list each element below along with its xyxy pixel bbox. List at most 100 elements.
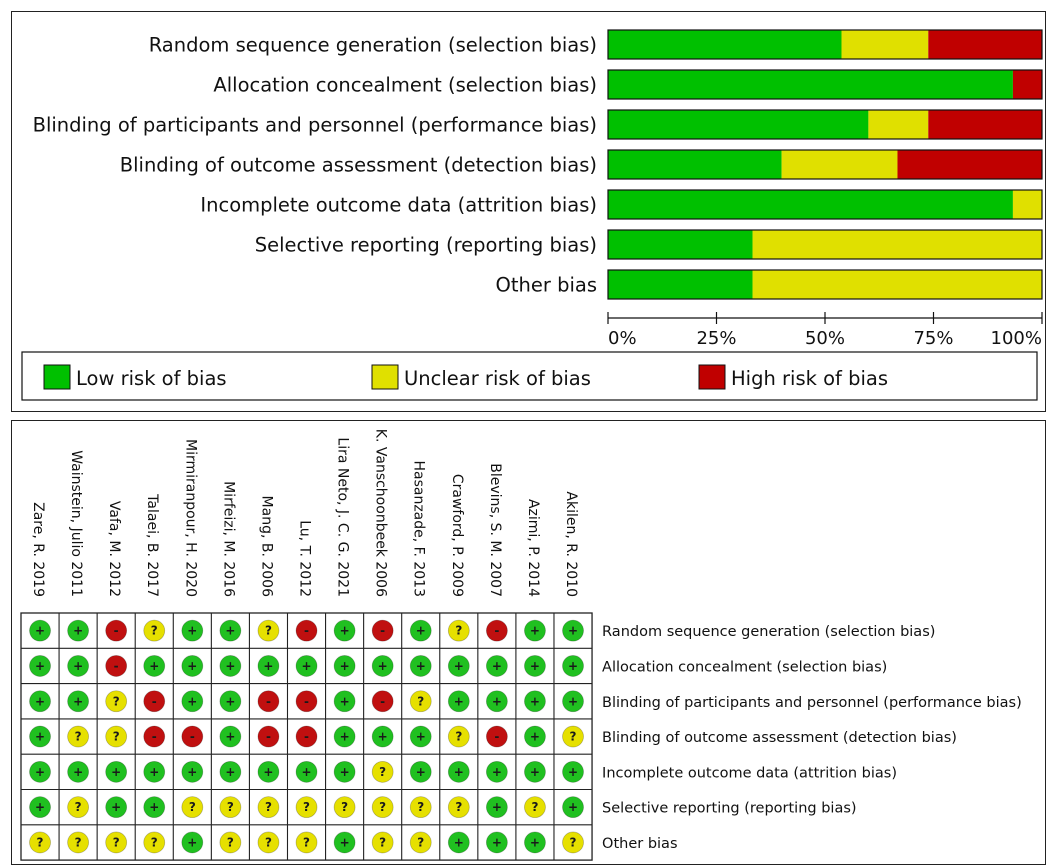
low-risk-icon: + [562, 760, 584, 783]
judgement-circle [257, 655, 280, 677]
judgement-circle [67, 796, 90, 819]
category-label: Incomplete outcome data (attrition bias) [200, 194, 597, 217]
judgement-circle [29, 796, 51, 819]
study-label: Blevins, S. M. 2007 [487, 463, 503, 597]
judgement-symbol: - [114, 624, 119, 638]
judgement-symbol: + [378, 659, 388, 673]
judgement-circle [333, 725, 356, 748]
judgement-symbol: ? [379, 835, 386, 849]
study-label: Vafa, M. 2012 [106, 501, 122, 597]
unclear-risk-icon: ? [257, 831, 280, 854]
low-risk-icon: + [333, 725, 356, 748]
study-label: K. Vanschoonbeek 2006 [373, 429, 389, 597]
judgement-circle [219, 690, 242, 713]
high-risk-icon: - [485, 725, 508, 748]
risk-of-bias-summary: Zare, R. 2019 Wainstein, Julio 2011 Vafa, … [11, 420, 1046, 865]
low-risk-icon: + [447, 690, 470, 713]
judgement-circle [485, 619, 508, 642]
bar-segment-low [608, 270, 753, 299]
domain-label: Random sequence generation (selection bi… [602, 624, 935, 640]
judgement-symbol: + [492, 694, 502, 708]
category-label: Blinding of participants and personnel (… [33, 114, 597, 137]
unclear-risk-icon: ? [409, 690, 432, 713]
judgement-symbol: + [454, 694, 464, 708]
unclear-risk-icon: ? [562, 831, 584, 854]
low-risk-icon: + [29, 655, 51, 677]
judgement-circle [333, 655, 356, 677]
legend-box [21, 351, 1038, 401]
legend-label: Unclear risk of bias [404, 367, 591, 390]
unclear-risk-icon: ? [409, 831, 432, 854]
unclear-risk-icon: ? [295, 831, 318, 854]
low-risk-icon: + [562, 690, 584, 713]
judgement-circle [371, 831, 394, 854]
low-risk-icon: + [143, 760, 166, 783]
judgement-symbol: ? [113, 835, 120, 849]
category-label: Random sequence generation (selection bi… [149, 34, 597, 57]
judgement-circle [295, 690, 318, 713]
judgement-circle [67, 619, 90, 642]
low-risk-icon: + [29, 796, 51, 819]
judgement-symbol: + [530, 835, 540, 849]
risk-of-bias-graph: Random sequence generation (selection bi… [11, 11, 1046, 412]
judgement-symbol: ? [379, 800, 386, 814]
judgement-circle [143, 690, 166, 713]
judgement-circle [333, 760, 356, 783]
judgement-symbol: + [301, 765, 311, 779]
high-risk-icon: - [295, 725, 318, 748]
judgement-symbol: + [149, 800, 159, 814]
low-risk-icon: + [181, 760, 204, 783]
judgement-circle [295, 619, 318, 642]
bar-outline [607, 269, 1043, 300]
judgement-symbol: + [225, 694, 235, 708]
judgement-symbol: + [568, 624, 578, 638]
judgement-symbol: ? [570, 730, 577, 744]
unclear-risk-icon: ? [371, 760, 394, 783]
high-risk-icon: - [371, 619, 394, 642]
judgement-circle [295, 655, 318, 677]
study-label: Akilen, R. 2010 [563, 491, 579, 597]
judgement-circle [409, 831, 432, 854]
judgement-symbol: ? [265, 800, 272, 814]
judgement-circle [105, 690, 128, 713]
low-risk-icon: + [333, 619, 356, 642]
unclear-risk-icon: ? [143, 831, 166, 854]
bar-segment-unclear [841, 30, 929, 59]
judgement-circle [333, 690, 356, 713]
low-risk-icon: + [29, 619, 51, 642]
judgement-circle [485, 690, 508, 713]
judgement-symbol: ? [227, 800, 234, 814]
judgement-circle [371, 619, 394, 642]
judgement-circle [524, 655, 546, 677]
bar-segment-unclear [781, 150, 898, 179]
judgement-symbol: + [187, 659, 197, 673]
bar-segment-high [1012, 70, 1042, 99]
low-risk-icon: + [485, 796, 508, 819]
study-label: Zare, R. 2019 [30, 502, 46, 597]
low-risk-icon: + [409, 725, 432, 748]
unclear-risk-icon: ? [181, 796, 204, 819]
low-risk-icon: + [447, 831, 470, 854]
judgement-circle [524, 796, 546, 819]
judgement-symbol: ? [303, 835, 310, 849]
judgement-circle [105, 655, 128, 677]
judgement-circle [67, 655, 90, 677]
study-label: Wainstein, Julio 2011 [68, 450, 84, 597]
judgement-symbol: ? [189, 800, 196, 814]
judgement-symbol: + [454, 765, 464, 779]
judgement-symbol: + [530, 659, 540, 673]
judgement-circle [447, 760, 470, 783]
low-risk-icon: + [333, 831, 356, 854]
judgement-circle [29, 619, 51, 642]
low-risk-icon: + [219, 725, 242, 748]
bar-outline [607, 149, 1043, 180]
judgement-circle [295, 725, 318, 748]
judgement-symbol: + [492, 659, 502, 673]
category-label: Blinding of outcome assessment (detectio… [120, 154, 597, 177]
low-risk-icon: + [333, 690, 356, 713]
unclear-risk-icon: ? [29, 831, 51, 854]
judgement-circle [257, 760, 280, 783]
judgement-symbol: ? [455, 624, 462, 638]
judgement-symbol: - [114, 659, 119, 673]
study-label: Talaei, B. 2017 [144, 493, 160, 597]
